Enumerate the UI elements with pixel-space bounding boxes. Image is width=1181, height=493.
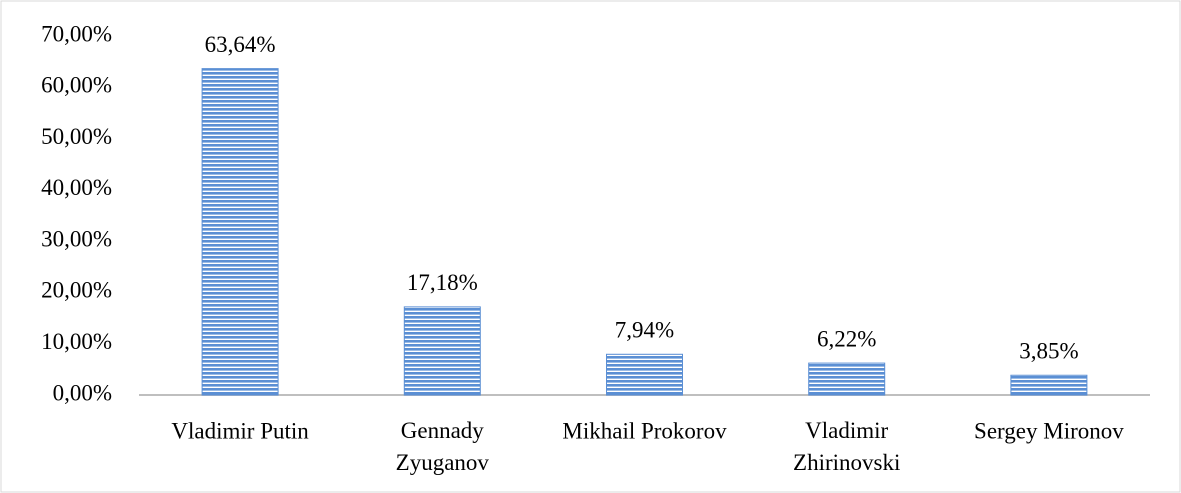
y-tick-label: 60,00% <box>41 73 112 98</box>
y-tick-label: 70,00% <box>41 21 112 46</box>
y-tick-label: 50,00% <box>41 124 112 149</box>
x-tick-label: Gennady Zyuganov <box>396 418 490 475</box>
y-tick-label: 30,00% <box>41 226 112 251</box>
y-tick-label: 40,00% <box>41 175 112 200</box>
x-tick-label: Sergey Mironov <box>974 418 1124 443</box>
x-tick-label: Vladimir Putin <box>171 418 309 443</box>
x-tick-label: Vladimir Zhirinovski <box>793 418 900 475</box>
y-tick-label: 10,00% <box>41 329 112 354</box>
bar <box>808 362 886 396</box>
data-label: 17,18% <box>407 270 478 295</box>
data-label: 6,22% <box>817 326 876 351</box>
x-tick-label-line: Zhirinovski <box>793 450 900 475</box>
x-tick-label-line: Gennady <box>401 418 485 443</box>
data-label: 3,85% <box>1019 339 1078 364</box>
data-label: 63,64% <box>205 32 276 57</box>
bar <box>606 353 683 396</box>
x-tick-label-line: Zyuganov <box>396 450 490 475</box>
bar <box>1010 374 1088 396</box>
y-tick-label: 0,00% <box>53 380 112 405</box>
bar <box>403 306 481 396</box>
x-tick-label-line: Vladimir <box>805 418 888 443</box>
y-tick-label: 20,00% <box>41 278 112 303</box>
data-label: 7,94% <box>615 318 674 343</box>
bar <box>201 68 279 396</box>
x-tick-label: Mikhail Prokorov <box>562 418 727 443</box>
